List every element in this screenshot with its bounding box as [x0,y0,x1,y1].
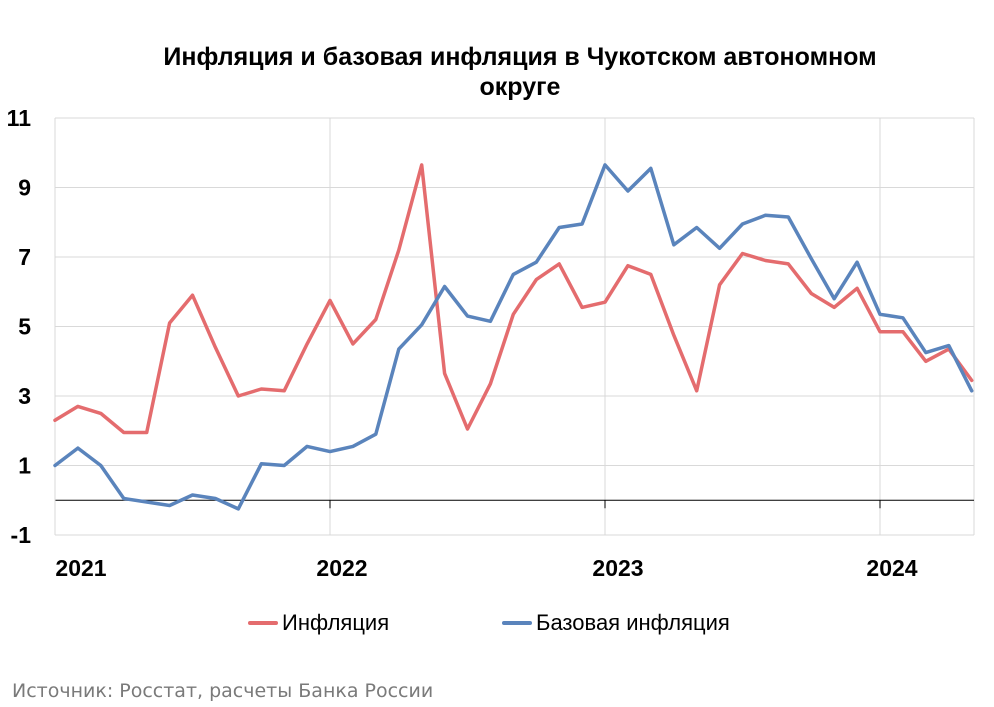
chart-title: Инфляция и базовая инфляция в Чукотском … [0,42,994,102]
chart-title-line1: Инфляция и базовая инфляция в Чукотском … [163,43,877,71]
x-tick-label: 2022 [316,555,367,581]
legend-swatch-core [502,621,532,625]
line-chart: -1 1 3 5 7 9 11 2021 2022 2023 2024 [7,105,975,581]
legend: Инфляция Базовая инфляция [0,610,994,640]
legend-item-inflation: Инфляция [248,610,389,636]
legend-label-inflation: Инфляция [282,610,390,635]
y-tick-label: 7 [18,244,31,270]
x-tick-label: 2023 [592,555,643,581]
chart-title-line2: округе [479,73,561,101]
legend-item-core: Базовая инфляция [502,610,730,636]
y-tick-label: 11 [7,105,32,131]
series-line-core [53,163,974,511]
legend-label-core: Базовая инфляция [536,610,730,635]
x-tick-label: 2024 [866,555,917,581]
series-line-inflation [53,163,974,435]
source-note: Источник: Росстат, расчеты Банка России [12,680,434,702]
x-tick-label: 2021 [55,555,106,581]
legend-swatch-inflation [248,621,278,625]
y-tick-label: 9 [18,175,31,201]
y-tick-label: 1 [18,453,31,479]
y-tick-label: -1 [11,522,32,548]
y-tick-label: 5 [18,314,31,340]
y-tick-label: 3 [18,383,31,409]
